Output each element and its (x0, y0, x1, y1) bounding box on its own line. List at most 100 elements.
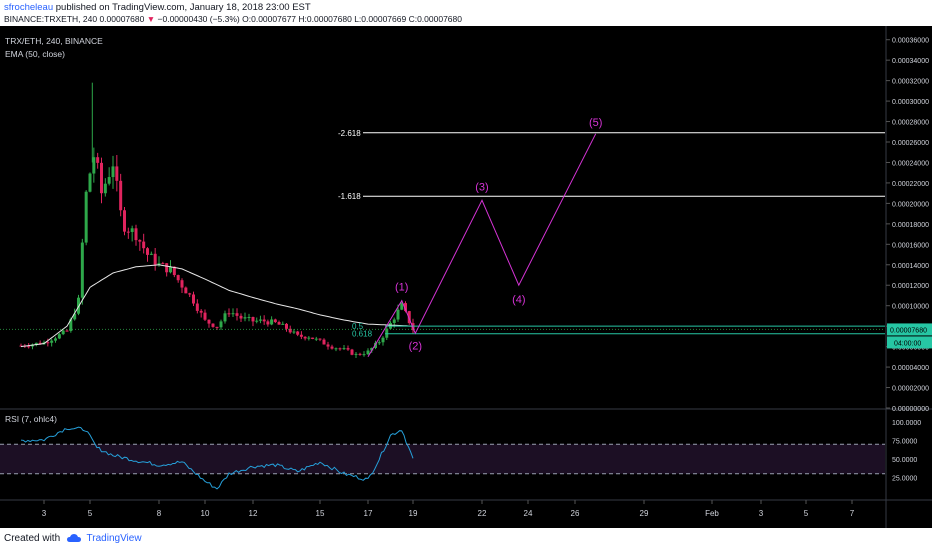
price-tick-label: 0.00026000 (892, 140, 929, 147)
time-tick-label: 19 (409, 509, 418, 518)
candle-body (103, 183, 107, 194)
price-tick-label: 0.00014000 (892, 263, 929, 270)
price-tick-label: 0.00024000 (892, 160, 929, 167)
candle-body (65, 330, 69, 332)
price-tick-label: 0.00004000 (892, 365, 929, 372)
candle-body (227, 313, 231, 315)
cloud-icon (66, 534, 81, 543)
current-price-label: 0.00007680 (890, 327, 927, 334)
candle-body (195, 303, 199, 311)
time-tick-label: 5 (804, 509, 809, 518)
candle-body (149, 253, 153, 255)
candle-body (370, 347, 374, 351)
last-price: 0.00007680 (99, 14, 145, 24)
candle-body (350, 349, 354, 355)
candle-body (307, 337, 311, 339)
candle-body (277, 322, 281, 325)
open-value: O:0.00007677 (242, 14, 297, 24)
created-with-label: Created with (4, 533, 61, 544)
wave-label: (2) (409, 340, 422, 352)
candle-body (270, 319, 274, 325)
candle-body (303, 336, 307, 339)
candle-body (111, 166, 115, 178)
fib-level-label: 0.5 (352, 322, 364, 331)
candle-body (330, 346, 334, 349)
candle-body (326, 344, 330, 347)
candle-body (223, 313, 227, 322)
candle-body (292, 331, 296, 333)
chart-canvas[interactable]: 0.00036000 0.00034000 0.00032000 0.00030000… (0, 26, 932, 528)
price-tick-label: 0.00000000 (892, 406, 929, 413)
time-tick-label: 26 (571, 509, 580, 518)
candle-body (73, 313, 77, 320)
candle-body (138, 240, 142, 242)
change-text: −0.00000430 (−5.3%) (157, 14, 240, 24)
candle-body (88, 173, 92, 192)
time-tick-label: 3 (42, 509, 47, 518)
rsi-tick-label: 100.0000 (892, 420, 921, 427)
rsi-legend: RSI (7, ohlc4) (5, 414, 57, 424)
candle-body (404, 303, 407, 312)
candle-body (203, 312, 207, 320)
candle-body (188, 293, 192, 295)
candle-body (311, 337, 315, 339)
candle-body (57, 334, 61, 339)
candle-body (34, 342, 38, 345)
candle-body (215, 326, 219, 328)
author-link[interactable]: sfrocheleau (4, 2, 54, 13)
price-tick-label: 0.00012000 (892, 283, 929, 290)
main-legend-ema: EMA (50, close) (5, 49, 65, 59)
elliott-wave-path (367, 133, 597, 358)
current-price-tag (887, 323, 932, 336)
wave-label: (1) (395, 282, 408, 294)
high-value: H:0.00007680 (298, 14, 352, 24)
candle-body (322, 339, 326, 345)
candle-body (374, 342, 377, 348)
close-value: C:0.00007680 (408, 14, 462, 24)
candle-body (180, 280, 184, 288)
rsi-tick-label: 75.0000 (892, 439, 917, 446)
candle-body (115, 166, 119, 181)
candle-body (54, 338, 57, 341)
candle-body (27, 346, 31, 348)
candle-body (231, 313, 235, 315)
candle-body (358, 353, 362, 355)
price-tick-label: 0.00034000 (892, 58, 929, 65)
candle-body (161, 263, 165, 265)
price-tick-label: 0.00036000 (892, 38, 929, 45)
candle-body (288, 328, 292, 333)
candle-body (69, 319, 73, 332)
candle-body (19, 345, 23, 347)
candle-body (100, 162, 103, 194)
candle-body (92, 157, 96, 174)
candle-body (96, 157, 100, 163)
candle-body (199, 310, 203, 313)
ema-line (20, 264, 414, 348)
candle-body (338, 348, 342, 350)
candle-body (211, 323, 215, 327)
candle-body (219, 321, 223, 328)
candle-body (126, 231, 130, 233)
time-tick-label: 12 (249, 509, 258, 518)
countdown-tag (887, 336, 932, 349)
main-legend-symbol: TRX/ETH, 240, BINANCE (5, 36, 103, 46)
candle-body (134, 228, 138, 241)
tradingview-link[interactable]: TradingView (86, 533, 142, 544)
candle-body (153, 253, 157, 265)
low-value: L:0.00007669 (354, 14, 407, 24)
candle-body (157, 263, 161, 265)
fib-level-label: 0.618 (352, 330, 373, 339)
candle-body (285, 323, 288, 329)
publish-line: sfrocheleau published on TradingView.com… (4, 2, 311, 13)
candle-body (243, 317, 247, 319)
rsi-tick-label: 50.0000 (892, 457, 917, 464)
candle-body (247, 317, 251, 319)
chart-svg[interactable]: 0.00036000 0.00034000 0.00032000 0.00030000… (0, 26, 932, 528)
time-tick-label: 5 (88, 509, 93, 518)
candle-body (119, 180, 123, 211)
time-tick-label: 7 (850, 509, 855, 518)
time-tick-label: 8 (157, 509, 162, 518)
candle-body (262, 319, 266, 322)
time-tick-label: 17 (364, 509, 373, 518)
candle-body (38, 342, 42, 345)
